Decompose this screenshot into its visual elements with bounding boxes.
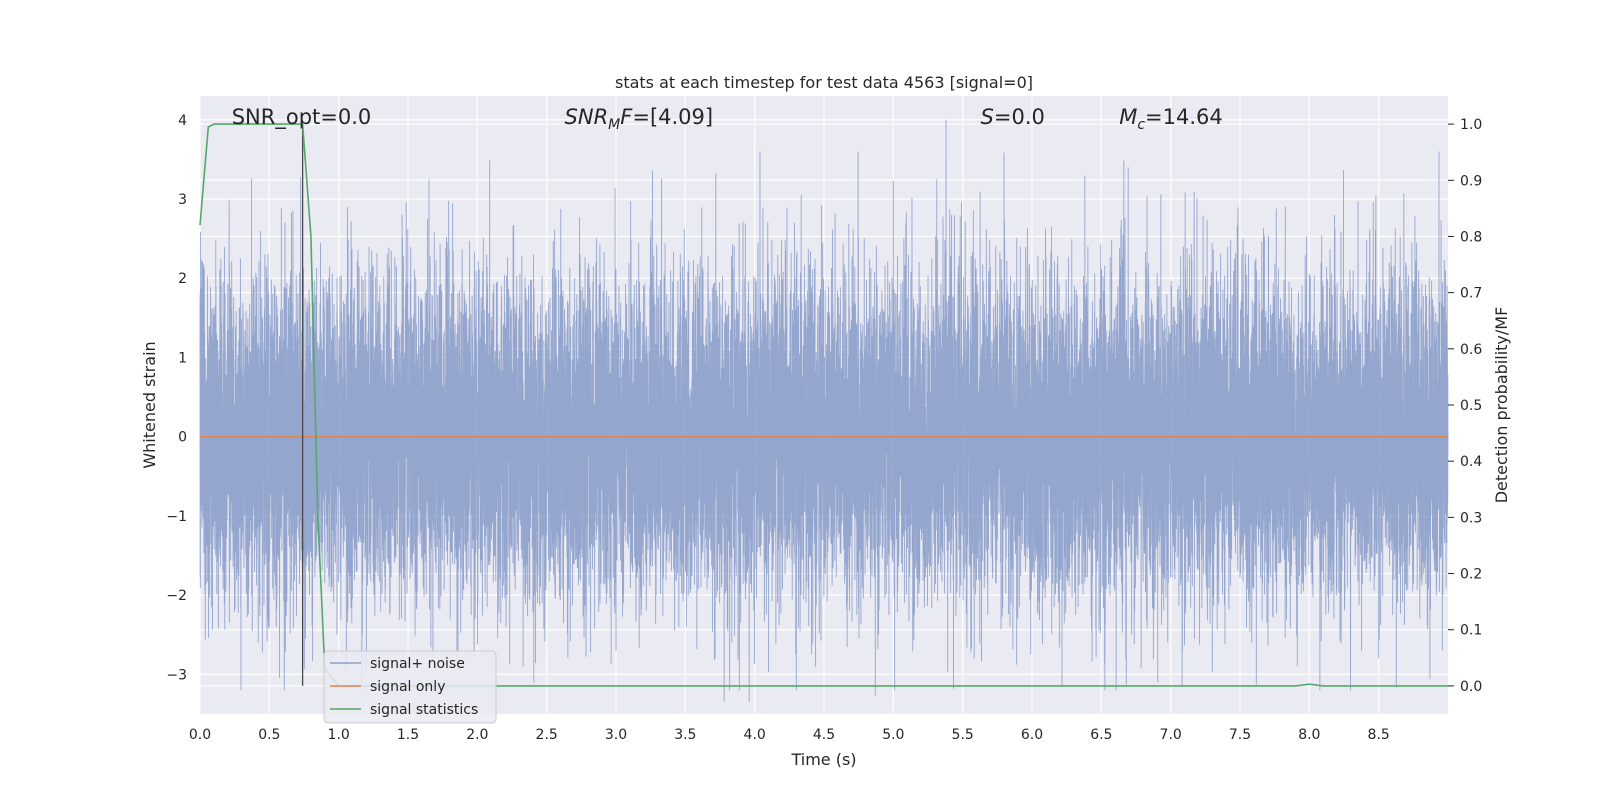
x-tick-label: 0.5 <box>258 727 280 743</box>
y-tick-label: −1 <box>166 509 187 525</box>
x-tick-label: 8.5 <box>1368 727 1390 743</box>
legend-box <box>323 650 497 724</box>
y2-tick-label: 0.1 <box>1460 623 1482 639</box>
x-tick-label: 4.0 <box>744 727 766 743</box>
annotation-snr-opt: SNR_opt=0.0 <box>232 105 372 130</box>
x-tick-label: 4.5 <box>813 727 835 743</box>
x-tick-label: 3.0 <box>605 727 627 743</box>
y-axis-label: Whitened strain <box>140 341 159 468</box>
x-tick-label: 6.5 <box>1090 727 1112 743</box>
x-axis-label: Time (s) <box>790 750 856 769</box>
y-axis-ticks: −3 −2 −1 0 1 2 3 4 <box>166 113 187 684</box>
y-tick-label: 4 <box>178 113 187 129</box>
x-tick-label: 5.0 <box>882 727 904 743</box>
x-tick-label: 7.5 <box>1229 727 1251 743</box>
legend-label-signal-only: signal only <box>370 679 445 695</box>
y2-tick-label: 0.7 <box>1460 286 1482 302</box>
x-tick-label: 8.0 <box>1298 727 1320 743</box>
y2-tick-label: 0.4 <box>1460 454 1482 470</box>
y2-tick-label: 0.2 <box>1460 567 1482 583</box>
y2-tick-label: 0.3 <box>1460 510 1482 526</box>
y2-tick-label: 0.8 <box>1460 229 1482 245</box>
y-tick-label: −3 <box>166 667 187 683</box>
signal-noise-series <box>199 119 1449 703</box>
y2-tick-label: 1.0 <box>1460 117 1482 133</box>
signal-noise-line <box>199 119 1449 703</box>
y-tick-label: 3 <box>178 192 187 208</box>
x-tick-label: 5.5 <box>952 727 974 743</box>
x-tick-label: 7.0 <box>1160 727 1182 743</box>
chart-title: stats at each timestep for test data 456… <box>615 73 1033 92</box>
y-tick-label: 1 <box>178 350 187 366</box>
x-tick-label: 0.0 <box>189 727 211 743</box>
y2-tick-label: 0.0 <box>1460 679 1482 695</box>
annotations: SNR_opt=0.0 SNRMF=[4.09] S=0.0 Mc=14.64 <box>232 105 1223 133</box>
y-tick-label: 2 <box>178 271 187 287</box>
annotation-mc: Mc=14.64 <box>1119 105 1223 133</box>
y2-axis-label: Detection probability/MF <box>1492 307 1511 504</box>
x-tick-label: 6.0 <box>1021 727 1043 743</box>
y2-tick-label: 0.5 <box>1460 398 1482 414</box>
legend-label-signal-noise: signal+ noise <box>370 656 465 672</box>
x-tick-label: 2.0 <box>466 727 488 743</box>
y-tick-label: 0 <box>178 430 187 446</box>
y2-tick-label: 0.6 <box>1460 342 1482 358</box>
x-tick-label: 1.0 <box>328 727 350 743</box>
y2-axis-ticks: 0.0 0.1 0.2 0.3 0.4 0.5 0.6 0.7 0.8 0.9 1.0 <box>1448 117 1482 695</box>
annotation-s: S=0.0 <box>981 105 1045 129</box>
x-tick-label: 1.5 <box>397 727 419 743</box>
y2-tick-label: 0.9 <box>1460 173 1482 189</box>
legend-label-signal-statistics: signal statistics <box>370 702 478 718</box>
annotation-snr-mf: SNRMF=[4.09] <box>565 105 714 133</box>
x-tick-label: 2.5 <box>536 727 558 743</box>
x-tick-label: 3.5 <box>674 727 696 743</box>
x-axis-ticks: 0.0 0.5 1.0 1.5 2.0 2.5 3.0 3.5 4.0 4.5 5.0 5.5 6.0 6… <box>189 727 1390 743</box>
y-tick-label: −2 <box>166 588 187 604</box>
legend: signal+ noise signal only signal statist… <box>323 650 497 724</box>
